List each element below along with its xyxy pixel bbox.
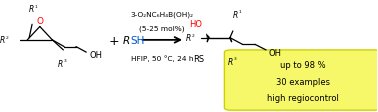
- Text: R: R: [123, 36, 130, 46]
- Text: up to 98 %: up to 98 %: [280, 61, 326, 70]
- Text: OH: OH: [89, 50, 102, 59]
- Text: R: R: [228, 57, 233, 66]
- Text: R: R: [233, 11, 238, 19]
- Text: $^1$: $^1$: [34, 4, 38, 10]
- Text: SH: SH: [130, 36, 145, 46]
- Text: $^2$: $^2$: [191, 33, 195, 38]
- Text: $^1$: $^1$: [238, 10, 242, 15]
- Text: R: R: [29, 5, 34, 14]
- Text: R: R: [186, 34, 191, 43]
- Text: high regiocontrol: high regiocontrol: [267, 93, 339, 102]
- Text: HFIP, 50 °C, 24 h: HFIP, 50 °C, 24 h: [131, 55, 194, 61]
- Text: HO: HO: [189, 19, 202, 28]
- Text: 3-O₂NC₆H₄B(OH)₂: 3-O₂NC₆H₄B(OH)₂: [131, 12, 194, 18]
- Text: R: R: [0, 36, 5, 45]
- Text: (5-25 mol%): (5-25 mol%): [139, 25, 185, 32]
- Polygon shape: [206, 34, 211, 38]
- FancyBboxPatch shape: [225, 51, 378, 110]
- Text: OH: OH: [269, 48, 282, 57]
- Text: RS: RS: [193, 55, 204, 64]
- Text: +: +: [108, 35, 119, 47]
- Text: O: O: [36, 17, 43, 26]
- Text: $^2$: $^2$: [5, 36, 9, 41]
- Text: 30 examples: 30 examples: [276, 77, 330, 86]
- Text: $^3$: $^3$: [64, 59, 68, 64]
- Text: $^3$: $^3$: [233, 56, 237, 61]
- Text: R: R: [58, 59, 64, 68]
